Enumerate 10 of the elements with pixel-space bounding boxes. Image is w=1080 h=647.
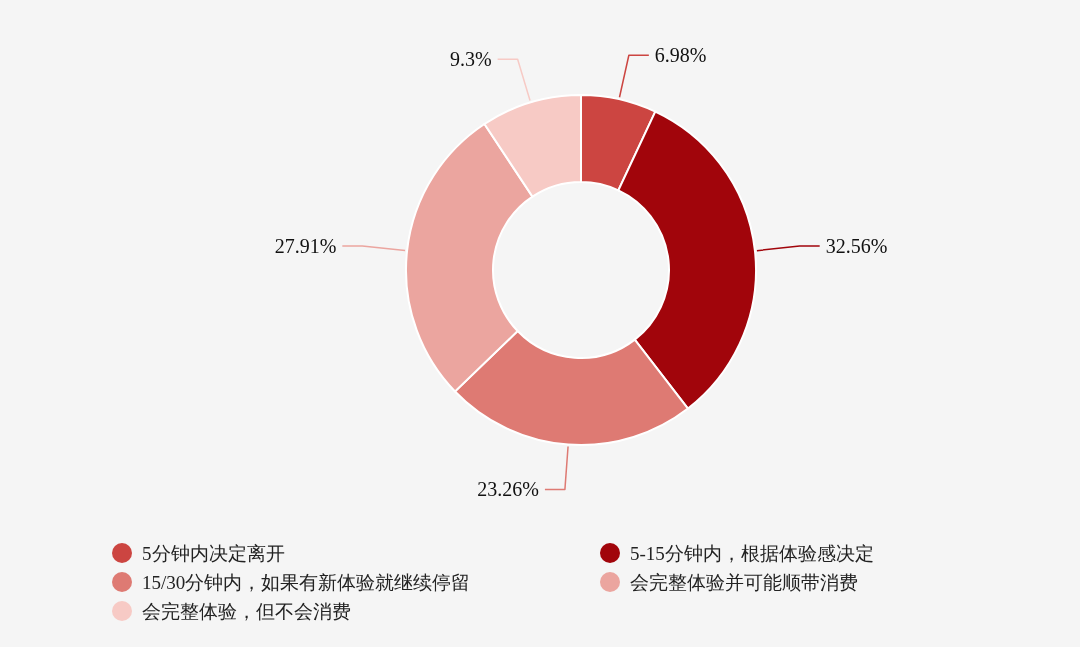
legend-label: 15/30分钟内，如果有新体验就继续停留 [142,571,471,593]
legend-label: 5-15分钟内，根据体验感决定 [630,542,874,564]
data-label: 23.26% [477,478,539,501]
data-label: 27.91% [274,234,337,257]
data-label: 6.98% [654,44,707,67]
data-label: 32.56% [825,234,888,257]
legend-label: 5分钟内决定离开 [142,542,285,564]
legend-label: 会完整体验，但不会消费 [142,600,351,622]
legend-label: 会完整体验并可能顺带消费 [630,571,858,593]
data-label: 9.3% [449,48,492,71]
